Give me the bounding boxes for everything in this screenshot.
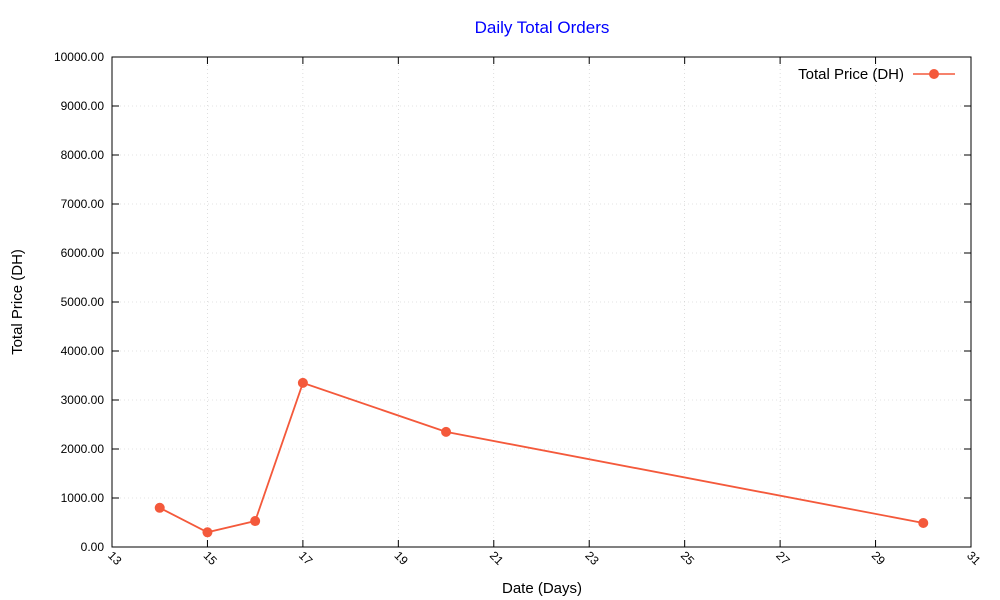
data-point	[441, 426, 452, 437]
x-tick-label: 15	[201, 548, 221, 568]
y-tick-label: 6000.00	[61, 246, 105, 260]
y-tick-label: 8000.00	[61, 148, 105, 162]
x-tick-label: 17	[296, 548, 316, 568]
legend-label: Total Price (DH)	[798, 66, 904, 83]
y-axis-label: Total Price (DH)	[9, 249, 26, 355]
x-tick-label: 29	[869, 548, 889, 568]
y-tick-label: 3000.00	[61, 393, 105, 407]
y-tick-label: 5000.00	[61, 295, 105, 309]
y-tick-label: 9000.00	[61, 99, 105, 113]
chart-title: Daily Total Orders	[475, 18, 610, 37]
legend: Total Price (DH)	[798, 66, 955, 83]
data-point	[250, 516, 261, 527]
y-tick-label: 4000.00	[61, 344, 105, 358]
y-tick-label: 7000.00	[61, 197, 105, 211]
x-tick-label: 13	[105, 548, 125, 568]
data-point	[918, 517, 929, 528]
y-tick-label: 1000.00	[61, 491, 105, 505]
x-tick-label: 19	[391, 548, 411, 568]
grid-lines	[112, 57, 971, 547]
x-axis-label: Date (Days)	[502, 580, 582, 597]
series-group	[154, 377, 929, 538]
x-tick-label: 23	[582, 548, 602, 568]
legend-marker	[929, 69, 939, 79]
data-point	[202, 527, 213, 538]
x-tick-label: 21	[487, 548, 507, 568]
axis-ticks: 0.00 1000.00 2000.00 3000.00 4000.00 5000.00 6…	[54, 50, 984, 568]
y-tick-label: 10000.00	[54, 50, 104, 64]
data-point	[297, 377, 308, 388]
y-tick-label: 0.00	[81, 540, 105, 554]
x-tick-label: 25	[678, 548, 698, 568]
x-tick-label: 27	[773, 548, 793, 568]
series-line	[159, 381, 924, 534]
y-tick-label: 2000.00	[61, 442, 105, 456]
data-point	[154, 502, 165, 513]
x-tick-label: 31	[964, 548, 984, 568]
